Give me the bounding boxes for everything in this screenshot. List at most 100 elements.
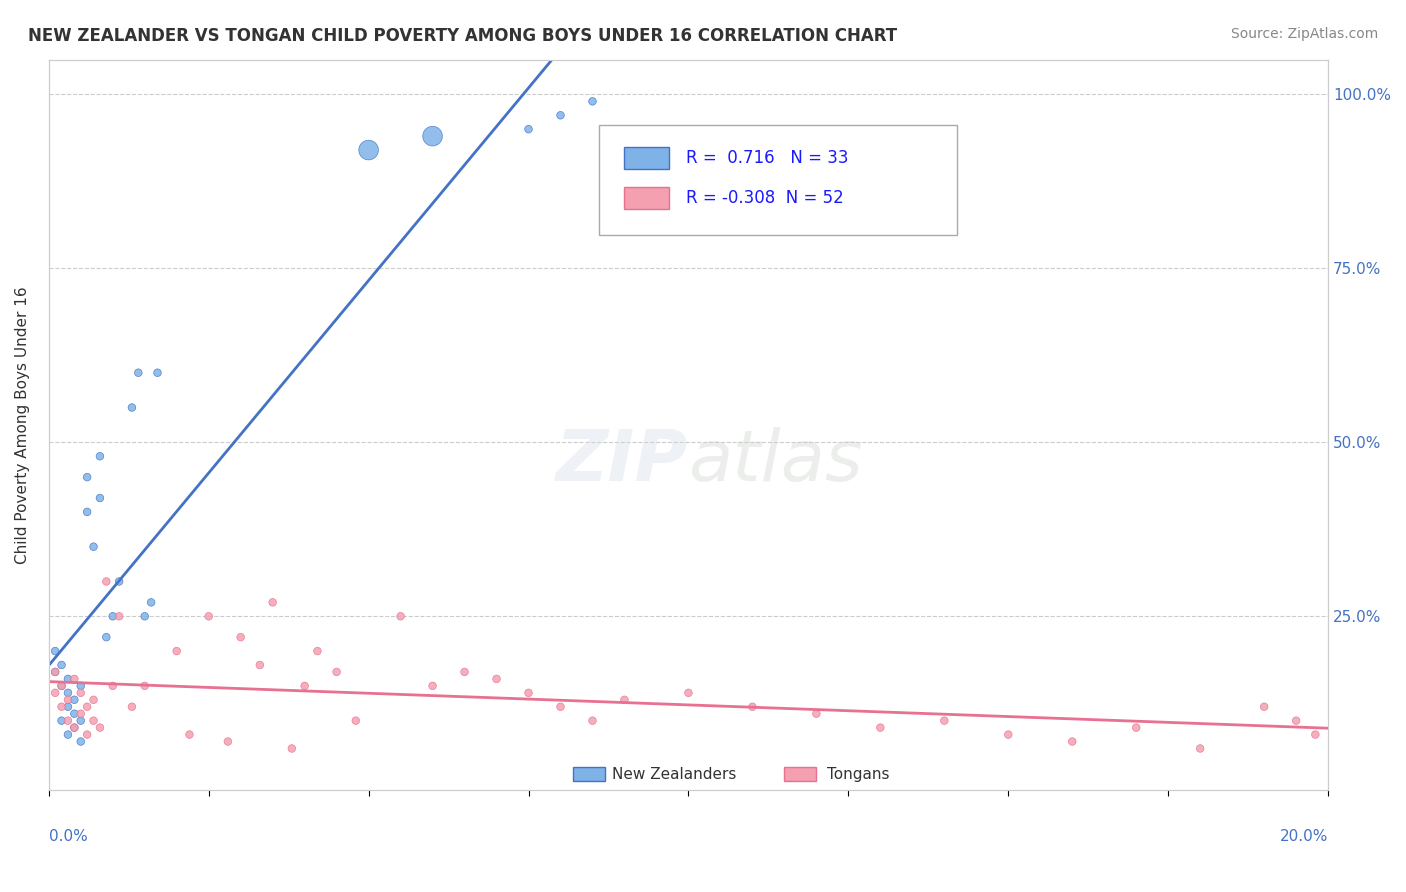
Point (197, 609, 219, 624)
Text: Tongans: Tongans (827, 766, 889, 781)
Point (51, 714, 73, 728)
Point (249, 658, 271, 673)
Bar (624, 147, 669, 169)
Point (1305, 728, 1327, 742)
Point (56, 728, 79, 742)
Point (51, 679, 73, 693)
Point (89, 721, 111, 735)
Point (741, 699, 763, 714)
Text: 20.0%: 20.0% (1279, 830, 1329, 845)
Point (1125, 721, 1147, 735)
Point (869, 721, 891, 735)
Point (56, 699, 79, 714)
Point (44, 686, 66, 700)
Bar (785, 767, 817, 781)
Point (69, 679, 91, 693)
Point (217, 734, 239, 748)
Point (581, 95, 603, 109)
Point (166, 644, 188, 658)
Point (83, 540, 105, 554)
Point (51, 658, 73, 673)
Point (262, 595, 284, 609)
Point (550, 699, 572, 714)
Text: 0.0%: 0.0% (49, 830, 87, 845)
Point (550, 108, 572, 122)
Point (56, 714, 79, 728)
Point (63, 721, 86, 735)
Text: R =  0.716   N = 33: R = 0.716 N = 33 (686, 149, 848, 167)
FancyBboxPatch shape (599, 126, 957, 235)
Text: ZIP: ZIP (557, 427, 689, 496)
Point (56, 693, 79, 707)
Point (613, 693, 636, 707)
Point (1285, 714, 1308, 728)
Point (134, 609, 156, 624)
Point (96, 574, 118, 589)
Point (76, 470, 98, 484)
Point (56, 686, 79, 700)
Point (69, 706, 91, 721)
Point (357, 143, 380, 157)
Point (69, 734, 91, 748)
Point (581, 714, 603, 728)
Text: atlas: atlas (689, 427, 863, 496)
Point (121, 699, 143, 714)
Point (179, 728, 201, 742)
Text: Source: ZipAtlas.com: Source: ZipAtlas.com (1230, 27, 1378, 41)
Point (44, 665, 66, 679)
Point (146, 366, 169, 380)
Point (63, 693, 86, 707)
Point (517, 686, 540, 700)
Point (422, 679, 444, 693)
Point (389, 609, 412, 624)
Point (76, 505, 98, 519)
Point (139, 595, 162, 609)
Point (1189, 741, 1212, 756)
Point (997, 728, 1019, 742)
Point (422, 129, 444, 144)
Point (307, 644, 329, 658)
Point (83, 693, 105, 707)
Point (69, 714, 91, 728)
Point (83, 714, 105, 728)
Text: New Zealanders: New Zealanders (612, 766, 737, 781)
Point (76, 728, 98, 742)
Point (344, 714, 367, 728)
Point (229, 630, 252, 644)
Text: R = -0.308  N = 52: R = -0.308 N = 52 (686, 189, 844, 208)
Point (453, 665, 475, 679)
Point (485, 672, 508, 686)
Point (44, 665, 66, 679)
Point (56, 672, 79, 686)
Point (51, 679, 73, 693)
Point (108, 609, 131, 624)
Point (76, 699, 98, 714)
Point (517, 122, 540, 136)
Point (934, 714, 956, 728)
Point (101, 609, 124, 624)
Point (1253, 699, 1275, 714)
Bar (574, 767, 606, 781)
Point (63, 721, 86, 735)
Point (281, 741, 304, 756)
Point (63, 706, 86, 721)
Bar (624, 187, 669, 210)
Point (325, 665, 347, 679)
Point (134, 679, 156, 693)
Point (1062, 734, 1084, 748)
Point (108, 574, 131, 589)
Point (678, 686, 700, 700)
Text: NEW ZEALANDER VS TONGAN CHILD POVERTY AMONG BOYS UNDER 16 CORRELATION CHART: NEW ZEALANDER VS TONGAN CHILD POVERTY AM… (28, 27, 897, 45)
Y-axis label: Child Poverty Among Boys Under 16: Child Poverty Among Boys Under 16 (15, 286, 30, 564)
Point (96, 630, 118, 644)
Point (101, 679, 124, 693)
Point (63, 672, 86, 686)
Point (51, 699, 73, 714)
Point (127, 366, 149, 380)
Point (121, 401, 143, 415)
Point (89, 491, 111, 505)
Point (69, 686, 91, 700)
Point (44, 644, 66, 658)
Point (806, 706, 828, 721)
Point (89, 449, 111, 463)
